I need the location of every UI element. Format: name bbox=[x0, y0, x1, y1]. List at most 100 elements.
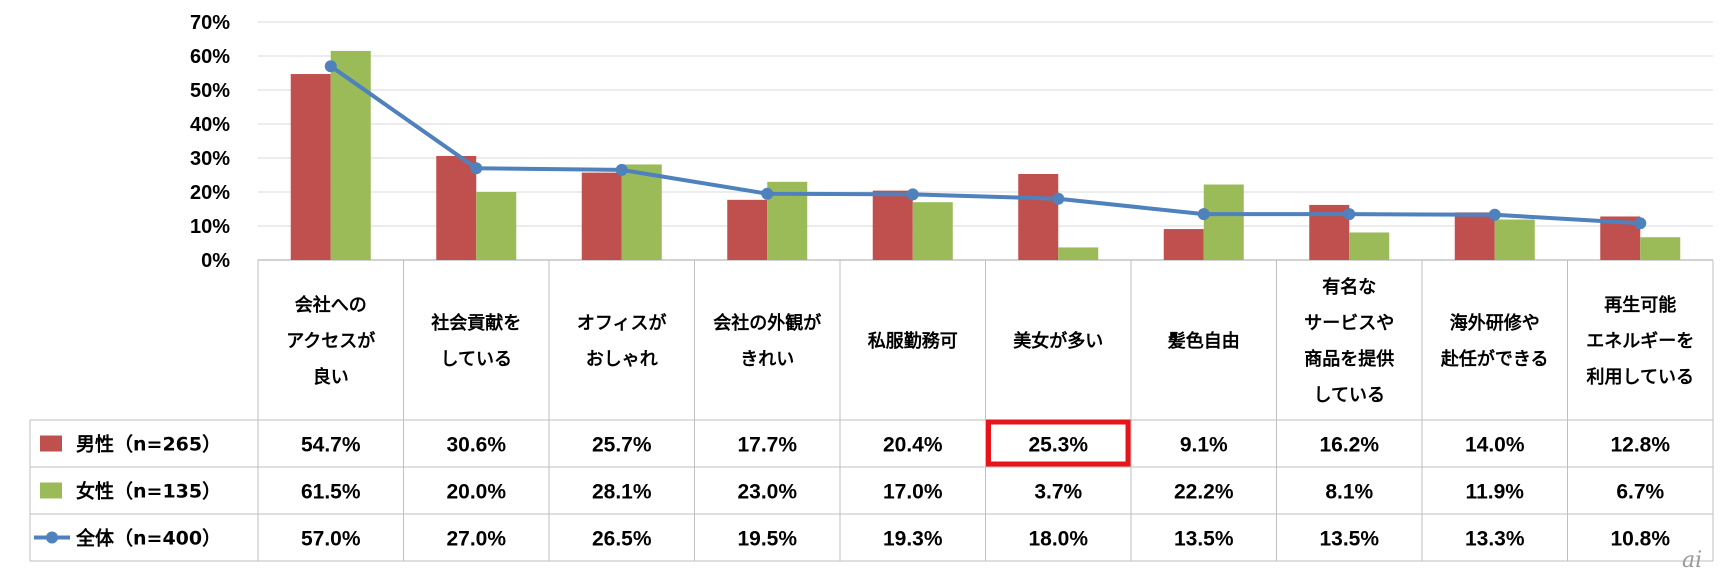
total-line bbox=[324, 60, 1647, 230]
category-label-line: エネルギーを bbox=[1586, 331, 1694, 352]
bar-male bbox=[727, 199, 768, 260]
y-tick-label: 20% bbox=[190, 182, 230, 204]
legend-key-male bbox=[40, 435, 62, 452]
data-value: 13.5% bbox=[1319, 528, 1379, 551]
data-value: 12.8% bbox=[1610, 434, 1670, 457]
category-label: 有名なサービスや商品を提供している bbox=[1304, 276, 1394, 406]
data-value: 8.1% bbox=[1325, 481, 1373, 504]
total-point bbox=[615, 163, 628, 176]
category-label-line: オフィスが bbox=[577, 312, 667, 334]
bar-female bbox=[1640, 237, 1681, 260]
category-label: 海外研修や赴任ができる bbox=[1440, 312, 1549, 370]
data-value: 54.7% bbox=[301, 434, 361, 457]
bar-male bbox=[1454, 212, 1495, 260]
data-value: 16.2% bbox=[1319, 434, 1379, 457]
data-value: 6.7% bbox=[1616, 481, 1664, 504]
data-value: 17.7% bbox=[737, 434, 797, 457]
category-label-line: おしゃれ bbox=[586, 349, 658, 370]
data-value: 10.8% bbox=[1610, 528, 1670, 551]
data-value: 28.1% bbox=[592, 481, 652, 504]
category-label-line: 社会貢献を bbox=[431, 312, 521, 334]
category-label-line: 良い bbox=[313, 366, 349, 388]
bar-female bbox=[912, 202, 953, 260]
data-value: 19.3% bbox=[883, 528, 943, 551]
data-value: 13.3% bbox=[1465, 528, 1525, 551]
legend-key-marker bbox=[46, 531, 58, 544]
bar-male bbox=[290, 74, 331, 261]
bar-male bbox=[581, 172, 622, 260]
bar-female bbox=[476, 192, 517, 260]
data-value: 30.6% bbox=[446, 434, 506, 457]
category-label-line: 海外研修や bbox=[1450, 312, 1540, 334]
bar-female bbox=[621, 164, 662, 260]
category-label-line: 利用している bbox=[1587, 366, 1694, 388]
data-value: 27.0% bbox=[446, 528, 506, 551]
watermark: ai bbox=[1682, 548, 1702, 573]
total-point bbox=[470, 162, 483, 175]
y-tick-label: 60% bbox=[190, 46, 230, 68]
category-label: 美女が多い bbox=[1013, 330, 1103, 352]
category-label-line: 会社の外観が bbox=[713, 312, 821, 334]
data-value: 17.0% bbox=[883, 481, 943, 504]
category-label-line: している bbox=[441, 349, 512, 370]
y-tick-label: 50% bbox=[190, 80, 230, 102]
data-value: 25.3% bbox=[1028, 434, 1088, 457]
total-point bbox=[1052, 192, 1065, 205]
data-value: 25.7% bbox=[592, 434, 652, 457]
category-label-line: 商品を提供 bbox=[1304, 348, 1394, 370]
category-label-line: 再生可能 bbox=[1604, 294, 1676, 316]
y-axis-ticks: 0% 10% 20% 30% 40% 50% 60% 70% bbox=[190, 12, 230, 272]
data-value: 14.0% bbox=[1465, 434, 1525, 457]
total-point bbox=[1634, 217, 1647, 230]
total-point bbox=[324, 60, 337, 73]
category-label: 髪色自由 bbox=[1167, 330, 1240, 352]
bar-female bbox=[330, 50, 371, 261]
category-label-line: サービスや bbox=[1304, 313, 1394, 334]
data-value: 57.0% bbox=[301, 528, 361, 551]
bar-male bbox=[436, 155, 477, 260]
bars bbox=[290, 50, 1681, 261]
category-label: 再生可能エネルギーを利用している bbox=[1586, 294, 1694, 388]
bar-male bbox=[1018, 173, 1059, 260]
data-value: 3.7% bbox=[1034, 481, 1082, 504]
category-label-line: 有名な bbox=[1322, 276, 1376, 298]
total-series-line bbox=[329, 64, 1641, 226]
legend-key-female bbox=[40, 482, 62, 499]
total-point bbox=[1197, 208, 1210, 221]
data-value: 9.1% bbox=[1180, 434, 1228, 457]
bar-female bbox=[1349, 232, 1390, 260]
category-label: 私服勤務可 bbox=[868, 330, 958, 352]
data-value: 13.5% bbox=[1174, 528, 1234, 551]
category-label-line: 会社への bbox=[295, 294, 367, 316]
total-point bbox=[761, 187, 774, 200]
bar-female bbox=[1058, 247, 1099, 260]
y-tick-label: 30% bbox=[190, 148, 230, 170]
category-label-line: 赴任ができる bbox=[1440, 348, 1549, 370]
y-tick-label: 40% bbox=[190, 114, 230, 136]
total-point bbox=[1343, 208, 1356, 221]
legend-label: 男性（n=265） bbox=[76, 433, 221, 456]
bar-male bbox=[1163, 229, 1204, 260]
legend-label: 女性（n=135） bbox=[76, 480, 221, 503]
category-label-line: 髪色自由 bbox=[1167, 330, 1240, 352]
legend-label: 全体（n=400） bbox=[75, 527, 221, 550]
data-value: 11.9% bbox=[1466, 481, 1525, 504]
data-value: 23.0% bbox=[737, 481, 797, 504]
data-value: 20.0% bbox=[446, 481, 506, 504]
data-value: 18.0% bbox=[1028, 528, 1088, 551]
category-label-line: きれい bbox=[740, 349, 794, 370]
bar-male bbox=[872, 190, 913, 260]
category-label-line: 私服勤務可 bbox=[868, 330, 958, 352]
category-label: オフィスがおしゃれ bbox=[577, 312, 667, 370]
category-label: 会社へのアクセスが良い bbox=[286, 294, 375, 388]
y-tick-label: 0% bbox=[201, 250, 230, 272]
total-point bbox=[906, 188, 919, 201]
data-value: 22.2% bbox=[1174, 481, 1234, 504]
data-table: 会社へのアクセスが良い社会貢献をしているオフィスがおしゃれ会社の外観がきれい私服… bbox=[29, 260, 1714, 562]
data-value: 61.5% bbox=[301, 481, 361, 504]
category-label: 社会貢献をしている bbox=[431, 312, 521, 370]
y-tick-label: 70% bbox=[190, 12, 230, 34]
category-label: 会社の外観がきれい bbox=[713, 312, 821, 370]
bar-female bbox=[1494, 219, 1535, 260]
highlight-box bbox=[986, 419, 1131, 467]
